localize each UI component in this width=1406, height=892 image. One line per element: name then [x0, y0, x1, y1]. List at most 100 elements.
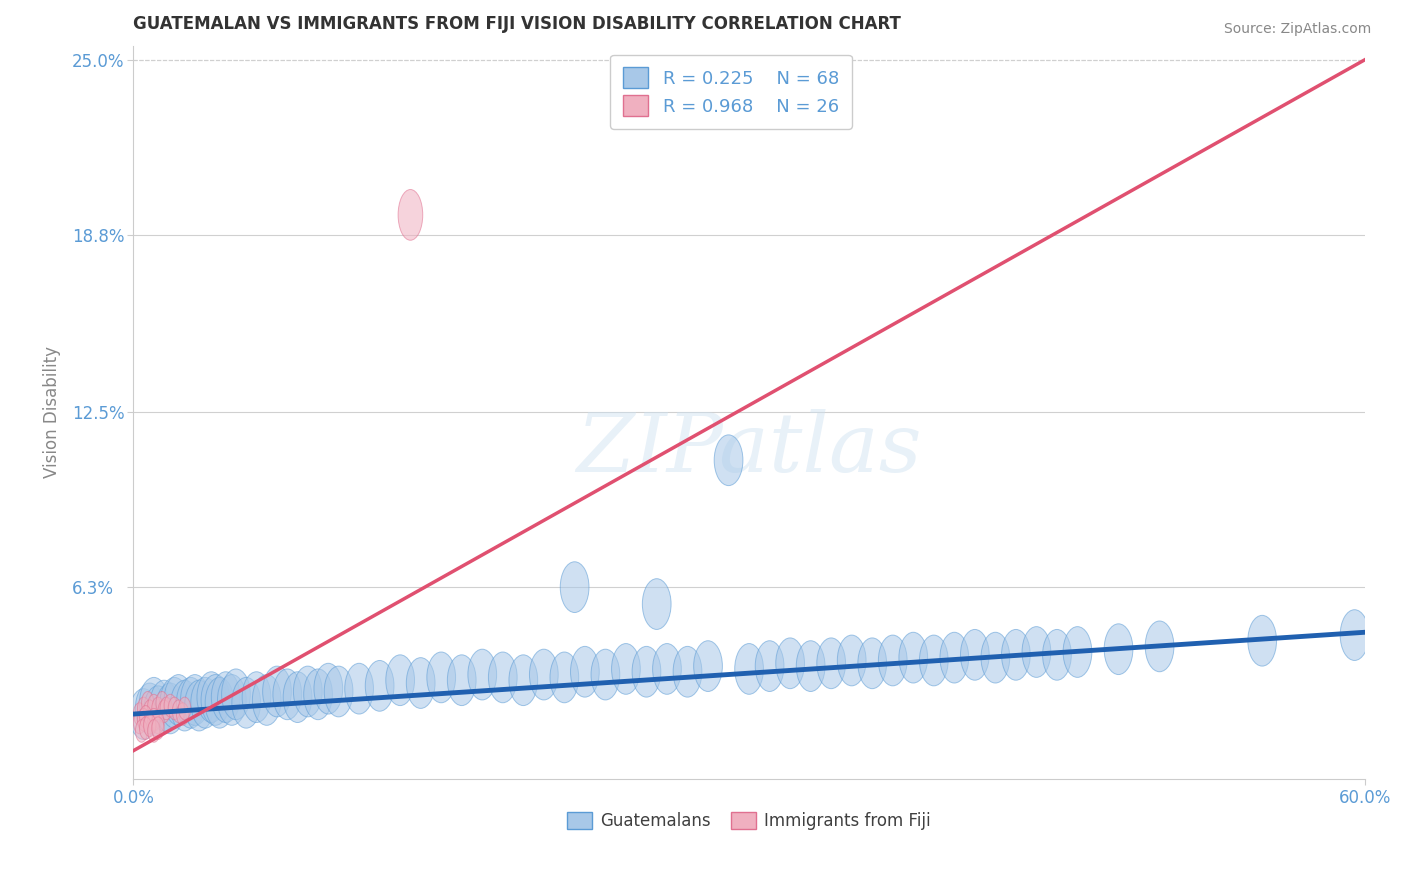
- Ellipse shape: [398, 189, 423, 240]
- Ellipse shape: [325, 666, 353, 717]
- Ellipse shape: [142, 691, 153, 714]
- Ellipse shape: [879, 635, 907, 686]
- Ellipse shape: [169, 698, 180, 720]
- Ellipse shape: [148, 708, 160, 731]
- Ellipse shape: [776, 638, 804, 689]
- Ellipse shape: [138, 708, 150, 731]
- Ellipse shape: [232, 677, 260, 728]
- Ellipse shape: [138, 698, 150, 720]
- Ellipse shape: [427, 652, 456, 703]
- Ellipse shape: [129, 689, 157, 739]
- Ellipse shape: [612, 643, 640, 694]
- Ellipse shape: [176, 677, 205, 728]
- Ellipse shape: [1043, 630, 1071, 681]
- Ellipse shape: [165, 694, 176, 717]
- Ellipse shape: [560, 562, 589, 613]
- Ellipse shape: [242, 672, 271, 723]
- Ellipse shape: [468, 649, 496, 700]
- Ellipse shape: [796, 640, 825, 691]
- Ellipse shape: [571, 647, 599, 698]
- Ellipse shape: [693, 640, 723, 691]
- Ellipse shape: [858, 638, 887, 689]
- Ellipse shape: [148, 694, 160, 717]
- Legend: Guatemalans, Immigrants from Fiji: Guatemalans, Immigrants from Fiji: [561, 805, 938, 837]
- Ellipse shape: [755, 640, 785, 691]
- Ellipse shape: [643, 579, 671, 630]
- Ellipse shape: [714, 435, 742, 485]
- Ellipse shape: [263, 666, 291, 717]
- Ellipse shape: [157, 700, 170, 723]
- Ellipse shape: [1340, 610, 1369, 660]
- Ellipse shape: [283, 672, 312, 723]
- Ellipse shape: [550, 652, 579, 703]
- Ellipse shape: [898, 632, 928, 683]
- Ellipse shape: [152, 711, 165, 734]
- Ellipse shape: [179, 698, 191, 720]
- Ellipse shape: [135, 683, 165, 734]
- Ellipse shape: [170, 681, 200, 731]
- Ellipse shape: [530, 649, 558, 700]
- Ellipse shape: [165, 674, 193, 725]
- Ellipse shape: [941, 632, 969, 683]
- Ellipse shape: [817, 638, 845, 689]
- Ellipse shape: [205, 677, 233, 728]
- Ellipse shape: [139, 717, 152, 739]
- Ellipse shape: [1022, 626, 1050, 677]
- Ellipse shape: [294, 666, 322, 717]
- Ellipse shape: [488, 652, 517, 703]
- Ellipse shape: [139, 706, 152, 728]
- Ellipse shape: [176, 703, 188, 725]
- Ellipse shape: [406, 657, 434, 708]
- Y-axis label: Vision Disability: Vision Disability: [44, 346, 60, 478]
- Ellipse shape: [838, 635, 866, 686]
- Ellipse shape: [273, 669, 302, 720]
- Ellipse shape: [135, 720, 148, 742]
- Ellipse shape: [652, 643, 682, 694]
- Ellipse shape: [222, 669, 250, 720]
- Ellipse shape: [981, 632, 1010, 683]
- Ellipse shape: [143, 714, 156, 737]
- Ellipse shape: [143, 711, 156, 734]
- Ellipse shape: [180, 674, 209, 725]
- Ellipse shape: [735, 643, 763, 694]
- Ellipse shape: [673, 647, 702, 698]
- Ellipse shape: [173, 700, 184, 723]
- Ellipse shape: [1001, 630, 1031, 681]
- Ellipse shape: [156, 691, 169, 714]
- Ellipse shape: [385, 655, 415, 706]
- Ellipse shape: [152, 717, 165, 739]
- Ellipse shape: [218, 674, 246, 725]
- Ellipse shape: [197, 672, 226, 723]
- Ellipse shape: [211, 672, 240, 723]
- Text: ZIPatlas: ZIPatlas: [576, 409, 922, 489]
- Ellipse shape: [920, 635, 948, 686]
- Ellipse shape: [148, 720, 160, 742]
- Ellipse shape: [134, 703, 146, 725]
- Ellipse shape: [139, 677, 169, 728]
- Ellipse shape: [960, 630, 990, 681]
- Ellipse shape: [314, 664, 343, 714]
- Ellipse shape: [304, 669, 332, 720]
- Ellipse shape: [1247, 615, 1277, 666]
- Ellipse shape: [591, 649, 620, 700]
- Ellipse shape: [509, 655, 537, 706]
- Ellipse shape: [1104, 624, 1133, 674]
- Ellipse shape: [447, 655, 477, 706]
- Ellipse shape: [253, 674, 281, 725]
- Ellipse shape: [134, 711, 146, 734]
- Ellipse shape: [184, 681, 214, 731]
- Ellipse shape: [160, 677, 188, 728]
- Ellipse shape: [1063, 626, 1092, 677]
- Ellipse shape: [152, 698, 165, 720]
- Ellipse shape: [143, 700, 156, 723]
- Ellipse shape: [1146, 621, 1174, 672]
- Ellipse shape: [156, 683, 184, 734]
- Ellipse shape: [160, 698, 173, 720]
- Ellipse shape: [633, 647, 661, 698]
- Ellipse shape: [366, 660, 394, 711]
- Ellipse shape: [191, 677, 219, 728]
- Ellipse shape: [143, 686, 173, 737]
- Text: GUATEMALAN VS IMMIGRANTS FROM FIJI VISION DISABILITY CORRELATION CHART: GUATEMALAN VS IMMIGRANTS FROM FIJI VISIO…: [134, 15, 901, 33]
- Text: Source: ZipAtlas.com: Source: ZipAtlas.com: [1223, 22, 1371, 37]
- Ellipse shape: [201, 674, 229, 725]
